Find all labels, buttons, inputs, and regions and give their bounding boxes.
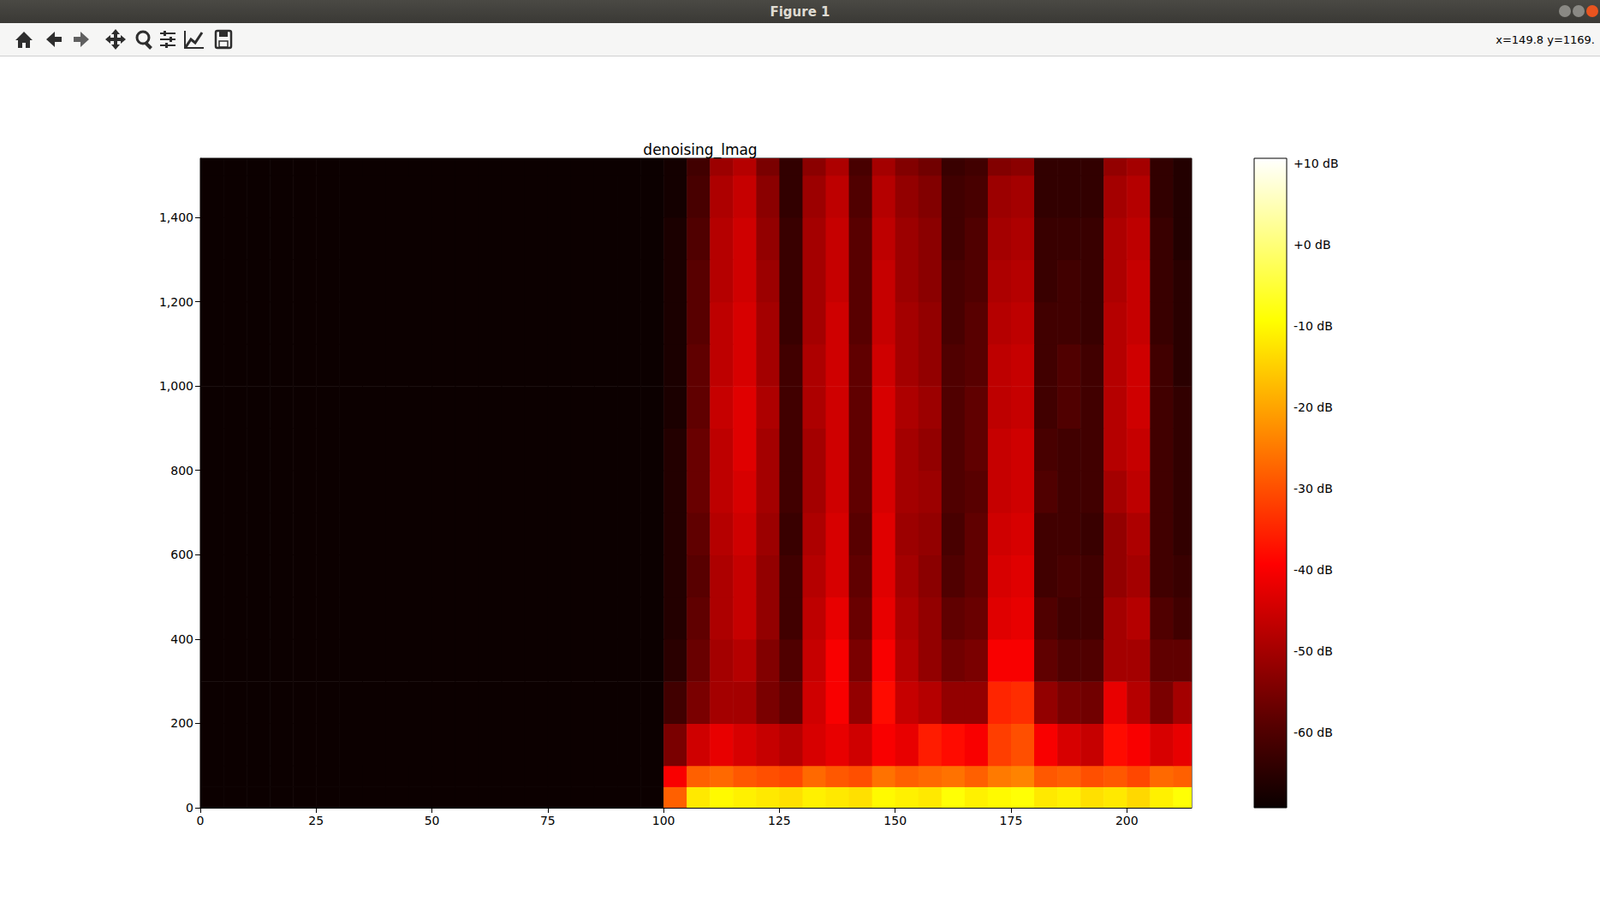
svg-text:50: 50: [424, 814, 441, 828]
svg-text:+0 dB: +0 dB: [1293, 237, 1332, 252]
svg-text:75: 75: [540, 814, 556, 828]
svg-text:denoising_lmag: denoising_lmag: [642, 141, 757, 160]
svg-text:25: 25: [308, 814, 324, 828]
svg-text:1,000: 1,000: [159, 379, 194, 393]
svg-text:400: 400: [170, 632, 194, 647]
svg-text:-10 dB: -10 dB: [1293, 319, 1333, 334]
svg-text:150: 150: [883, 814, 907, 828]
svg-text:0: 0: [196, 814, 205, 828]
html-text:Figure 1: Figure 1: [770, 4, 830, 20]
svg-text:-20 dB: -20 dB: [1293, 400, 1333, 415]
svg-text:100: 100: [652, 814, 676, 828]
svg-text:1,200: 1,200: [159, 295, 194, 310]
html-text:x=149.8 y=1169.: x=149.8 y=1169.: [1495, 33, 1595, 47]
svg-text:-30 dB: -30 dB: [1293, 481, 1333, 496]
svg-text:-50 dB: -50 dB: [1293, 644, 1333, 659]
svg-text:1,400: 1,400: [159, 210, 194, 225]
svg-text:-60 dB: -60 dB: [1293, 725, 1333, 740]
svg-text:0: 0: [185, 801, 194, 815]
svg-text:175: 175: [999, 814, 1024, 828]
svg-text:200: 200: [1115, 814, 1139, 828]
svg-text:800: 800: [170, 463, 194, 478]
svg-text:-40 dB: -40 dB: [1293, 563, 1333, 577]
svg-text:200: 200: [170, 716, 194, 731]
svg-text:600: 600: [170, 547, 194, 562]
svg-text:125: 125: [767, 814, 792, 828]
svg-text:+10 dB: +10 dB: [1293, 156, 1339, 171]
